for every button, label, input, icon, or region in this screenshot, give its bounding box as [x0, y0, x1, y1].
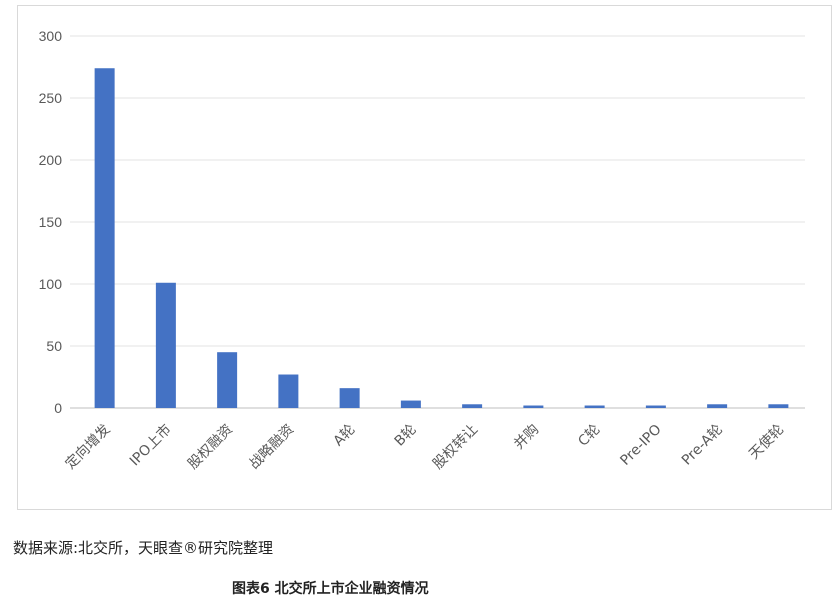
x-tick-label: Pre-A轮 — [679, 422, 726, 469]
x-tick-label: A轮 — [330, 422, 358, 450]
source-note: 数据来源:北交所，天眼查®研究院整理 — [13, 539, 274, 557]
y-tick-label: 100 — [39, 276, 63, 292]
bar-chart: 0 50 100 150 200 250 300 定向增发 IPO上市 股权融资 战略融资 A轮 B轮股… — [39, 28, 805, 473]
bar — [94, 68, 115, 409]
x-tick-label: 股权转让 — [430, 422, 481, 473]
y-tick-label: 50 — [46, 338, 62, 354]
bar — [462, 404, 483, 408]
x-tick-label: IPO上市 — [126, 421, 175, 470]
x-tick-label: 天使轮 — [745, 421, 787, 463]
bar — [584, 405, 605, 408]
bar — [278, 374, 299, 408]
bar — [339, 388, 360, 408]
y-tick-label: 250 — [39, 90, 63, 106]
bar — [768, 404, 789, 408]
x-tick-label: Pre-IPO — [617, 422, 664, 469]
x-tick-label: 定向增发 — [63, 422, 114, 473]
y-tick-label: 150 — [39, 214, 63, 230]
x-tick-label: 股权融资 — [185, 422, 236, 473]
bar — [645, 405, 666, 408]
figure-caption: 图表6 北交所上市企业融资情况 — [232, 581, 429, 597]
x-tick-label: 并购 — [511, 422, 542, 453]
x-tick-label: B轮 — [392, 422, 420, 450]
bar — [707, 404, 728, 408]
y-tick-label: 300 — [39, 28, 63, 44]
bar — [217, 352, 238, 408]
x-tick-label: C轮 — [575, 422, 603, 450]
y-tick-label: 200 — [39, 152, 63, 168]
x-tick-label: 战略融资 — [246, 422, 297, 473]
chart-frame — [17, 5, 832, 510]
bar — [400, 400, 421, 408]
bar — [155, 282, 176, 408]
y-tick-label: 0 — [54, 400, 62, 416]
bar — [523, 405, 544, 408]
